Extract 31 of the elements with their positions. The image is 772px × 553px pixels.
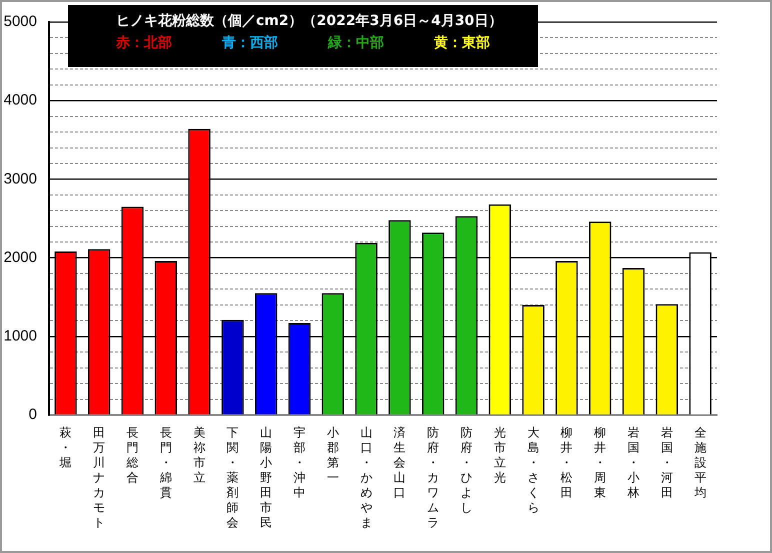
x-tick-label: 長門総合	[126, 426, 138, 485]
x-tick-label: 長門・綿貫	[158, 426, 172, 500]
x-tick-label: 柳井・周東	[594, 426, 606, 500]
x-tick-label: 萩・堀	[58, 426, 72, 470]
y-tick-label: 1000	[4, 328, 37, 345]
y-tick-label: 2000	[4, 248, 37, 266]
x-tick-label: 宇部・沖中	[294, 426, 306, 500]
y-tick-label: 3000	[4, 170, 37, 188]
annotation: 青：西部	[222, 34, 278, 52]
x-tick-label: 済生会山口	[394, 426, 406, 500]
x-tick-label: 岩国・小林	[626, 426, 640, 500]
x-tick-label: 岩国・河田	[660, 426, 673, 500]
x-tick-label: 大島・さくら	[527, 426, 540, 515]
x-tick-label: 光市立光	[494, 426, 506, 485]
x-tick-label: 防府・ひよし	[460, 426, 472, 515]
x-tick-label: 全施設平均	[693, 426, 706, 500]
x-tick-label: 防府・カワムラ	[427, 426, 440, 530]
annotation: 赤：北部	[116, 34, 172, 52]
x-tick-label: 柳井・松田	[560, 426, 573, 500]
x-tick-label: 山陽小野田市民	[260, 426, 272, 530]
y-tick-label: 5000	[4, 13, 37, 30]
x-tick-label: 小郡第一	[326, 426, 339, 485]
x-tick-label: 下関・薬剤師会	[226, 426, 239, 530]
annotation: 緑：中部	[328, 34, 384, 52]
y-tick-label: 0	[28, 406, 37, 424]
x-tick-label: 山口・かめやま	[360, 426, 372, 530]
x-tick-label: 美祢市立	[193, 426, 206, 485]
x-tick-label: 田万川ナカモト	[93, 426, 106, 530]
y-tick-label: 4000	[4, 92, 37, 109]
annotation: 黄：東部	[434, 34, 490, 52]
chart-title: ヒノキ花粉総数（個／cm2）（2022年3月6日～4月30日）	[116, 12, 504, 30]
